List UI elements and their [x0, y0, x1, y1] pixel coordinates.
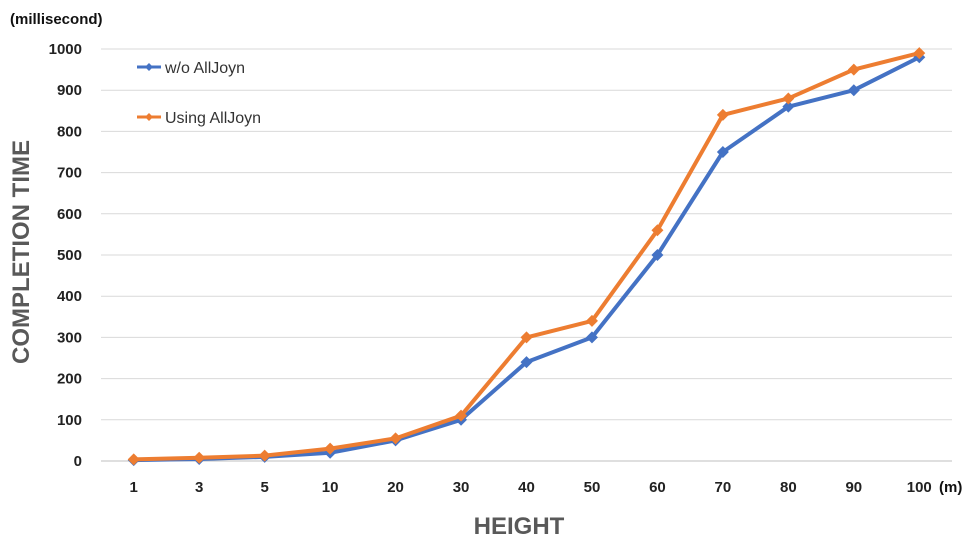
data-point — [782, 100, 795, 113]
series-group — [127, 47, 926, 467]
x-tick-label: 3 — [195, 479, 203, 496]
data-point — [847, 63, 860, 76]
legend: w/o AllJoyn Using AllJoyn — [137, 60, 261, 127]
y-tick-label: 900 — [57, 82, 82, 99]
x-tick-labels: 1 3 5 10 20 30 40 50 60 70 80 90 100 — [130, 479, 932, 496]
y-unit-label: (millisecond) — [10, 11, 103, 28]
x-tick-label: 1 — [130, 479, 138, 496]
x-tick-label: 20 — [387, 479, 404, 496]
x-tick-label: 100 — [907, 479, 932, 496]
x-tick-label: 70 — [715, 479, 732, 496]
legend-marker — [145, 63, 153, 71]
data-point — [455, 409, 468, 422]
data-point — [716, 108, 729, 121]
x-axis-title: HEIGHT — [474, 513, 565, 539]
x-tick-label: 40 — [518, 479, 535, 496]
x-tick-label: 60 — [649, 479, 666, 496]
y-tick-label: 100 — [57, 412, 82, 429]
legend-entry: w/o AllJoyn — [137, 60, 245, 77]
y-tick-labels: 0 100 200 300 400 500 600 700 800 900 1000 — [49, 41, 82, 470]
data-point — [782, 92, 795, 105]
y-tick-label: 1000 — [49, 41, 82, 58]
y-tick-label: 200 — [57, 371, 82, 388]
y-axis-title: COMPLETION TIME — [8, 140, 35, 364]
data-point — [389, 432, 402, 445]
y-tick-label: 800 — [57, 123, 82, 140]
data-point — [847, 84, 860, 97]
data-point — [585, 314, 598, 327]
x-tick-label: 80 — [780, 479, 797, 496]
data-point — [651, 249, 664, 261]
y-tick-label: 500 — [57, 247, 82, 264]
y-tick-label: 400 — [57, 288, 82, 305]
data-point — [651, 224, 664, 237]
data-point — [520, 331, 533, 344]
legend-marker — [145, 113, 153, 121]
x-tick-label: 10 — [322, 479, 339, 496]
data-point — [127, 453, 140, 466]
x-unit-label: (m) — [939, 479, 962, 496]
y-tick-label: 300 — [57, 329, 82, 346]
data-point — [585, 331, 598, 344]
y-tick-label: 700 — [57, 165, 82, 182]
data-point — [324, 442, 337, 455]
x-tick-label: 30 — [453, 479, 470, 496]
data-point — [520, 356, 533, 369]
data-point — [716, 146, 729, 158]
legend-label: Using AllJoyn — [165, 110, 261, 127]
legend-entry: Using AllJoyn — [137, 110, 261, 127]
data-point — [913, 47, 926, 60]
series-1 — [127, 47, 926, 466]
x-tick-label: 50 — [584, 479, 601, 496]
data-point — [258, 449, 271, 462]
data-point — [193, 451, 206, 464]
x-tick-label: 5 — [260, 479, 268, 496]
legend-label: w/o AllJoyn — [164, 60, 245, 77]
x-tick-label: 90 — [845, 479, 862, 496]
y-tick-label: 0 — [74, 453, 82, 470]
y-tick-label: 600 — [57, 206, 82, 223]
